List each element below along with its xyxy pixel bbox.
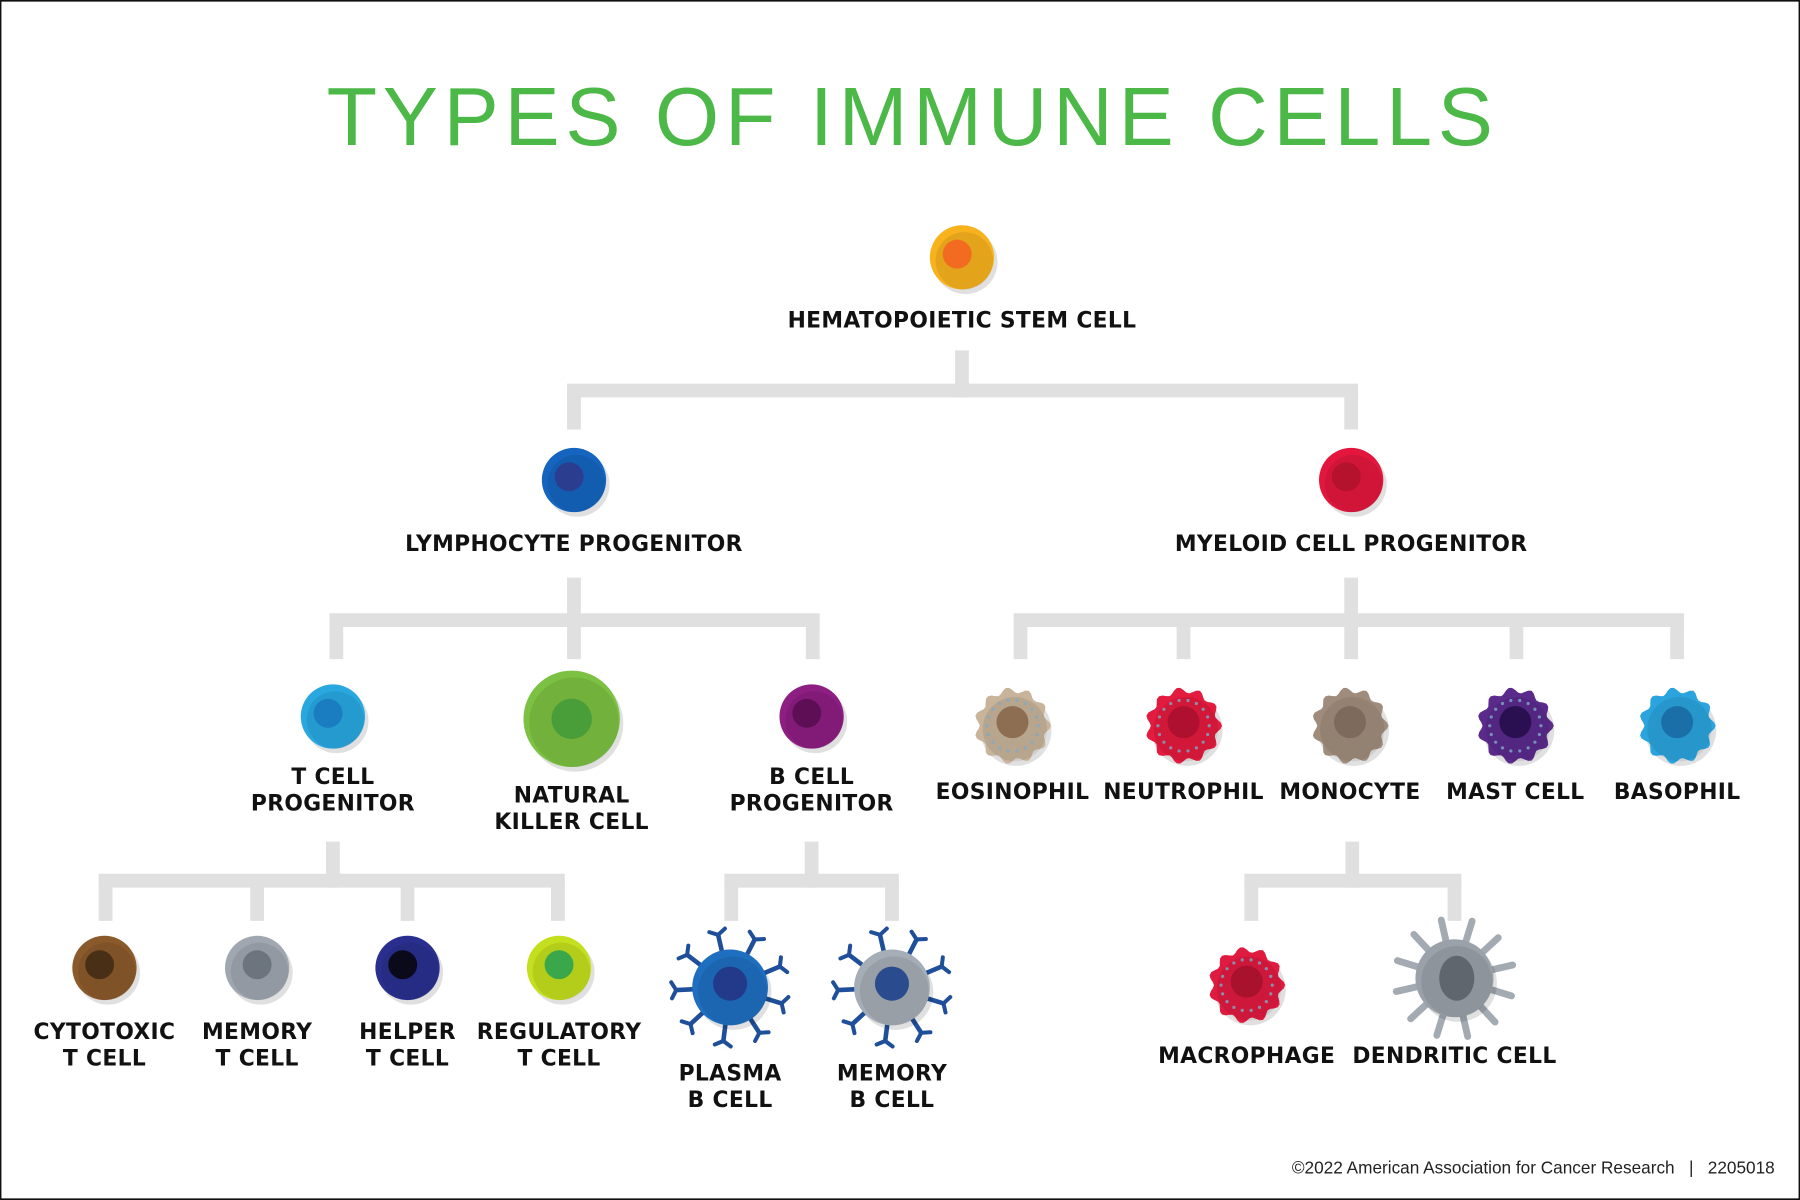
cell-label: EOSINOPHIL (936, 780, 1090, 805)
macrophage-icon (1209, 947, 1286, 1026)
cell-label: BASOPHIL (1614, 780, 1741, 805)
cell-label: HEMATOPOIETIC STEM CELL (788, 308, 1137, 333)
memory-b-icon (831, 926, 953, 1049)
cell-label: HELPER (359, 1020, 456, 1045)
t-prog-icon (300, 684, 369, 754)
cytotoxic-t-icon (72, 935, 141, 1005)
dendritic-icon (1392, 916, 1517, 1040)
mast-icon (1478, 687, 1555, 766)
nk-icon (523, 670, 624, 772)
cell-lymphocyte: LYMPHOCYTE PROGENITOR (405, 447, 743, 557)
cell-mast: MAST CELL (1446, 687, 1584, 805)
cell-label: PROGENITOR (730, 792, 894, 817)
cell-label: REGULATORY (477, 1020, 642, 1045)
cell-label: NEUTROPHIL (1103, 780, 1264, 805)
regulatory-t-icon (526, 935, 595, 1005)
cell-label: CYTOTOXIC (34, 1020, 176, 1045)
cell-label: NATURAL (514, 784, 630, 809)
page-title: TYPES OF IMMUNE CELLS (327, 70, 1499, 163)
cell-label: KILLER CELL (494, 810, 648, 835)
cell-label: MACROPHAGE (1158, 1044, 1335, 1069)
cell-label: MONOCYTE (1279, 780, 1420, 805)
cell-label: B CELL (849, 1088, 934, 1113)
cell-label: T CELL (63, 1046, 146, 1071)
cell-label: MEMORY (202, 1020, 312, 1045)
cell-label: T CELL (366, 1046, 449, 1071)
neutrophil-icon (1146, 687, 1223, 766)
cell-monocyte: MONOCYTE (1279, 687, 1420, 805)
cell-eosinophil: EOSINOPHIL (936, 687, 1090, 805)
cell-stem: HEMATOPOIETIC STEM CELL (788, 225, 1137, 333)
lymphocyte-icon (541, 447, 610, 517)
cell-myeloid: MYELOID CELL PROGENITOR (1175, 447, 1528, 557)
cells: HEMATOPOIETIC STEM CELL LYMPHOCYTE PROGEN… (34, 225, 1741, 1113)
cell-dendritic: DENDRITIC CELL (1352, 916, 1556, 1069)
cell-label: MAST CELL (1446, 780, 1584, 805)
cell-label: PROGENITOR (251, 792, 415, 817)
connectors (98, 350, 1685, 921)
copyright-footer: ©2022 American Association for Cancer Re… (1292, 1157, 1775, 1177)
basophil-icon (1640, 687, 1717, 766)
cell-label: LYMPHOCYTE PROGENITOR (405, 532, 743, 557)
memory-t-icon (225, 935, 293, 1005)
cell-label: DENDRITIC CELL (1352, 1044, 1556, 1069)
stem-icon (929, 225, 998, 295)
b-prog-icon (779, 684, 848, 754)
monocyte-icon (1312, 687, 1390, 766)
cell-macrophage: MACROPHAGE (1158, 947, 1335, 1069)
cell-neutrophil: NEUTROPHIL (1103, 687, 1264, 805)
cell-label: MYELOID CELL PROGENITOR (1175, 532, 1528, 557)
cell-label: T CELL (517, 1046, 600, 1071)
helper-t-icon (375, 935, 444, 1005)
cell-label: T CELL (216, 1046, 299, 1071)
cell-label: T CELL (291, 765, 374, 790)
myeloid-icon (1319, 447, 1387, 517)
cell-label: B CELL (688, 1088, 773, 1113)
cell-label: B CELL (769, 765, 854, 790)
eosinophil-icon (975, 687, 1052, 766)
cell-basophil: BASOPHIL (1614, 687, 1741, 805)
cell-label: PLASMA (679, 1061, 782, 1086)
plasma-b-icon (669, 926, 791, 1049)
cell-label: MEMORY (837, 1061, 947, 1086)
